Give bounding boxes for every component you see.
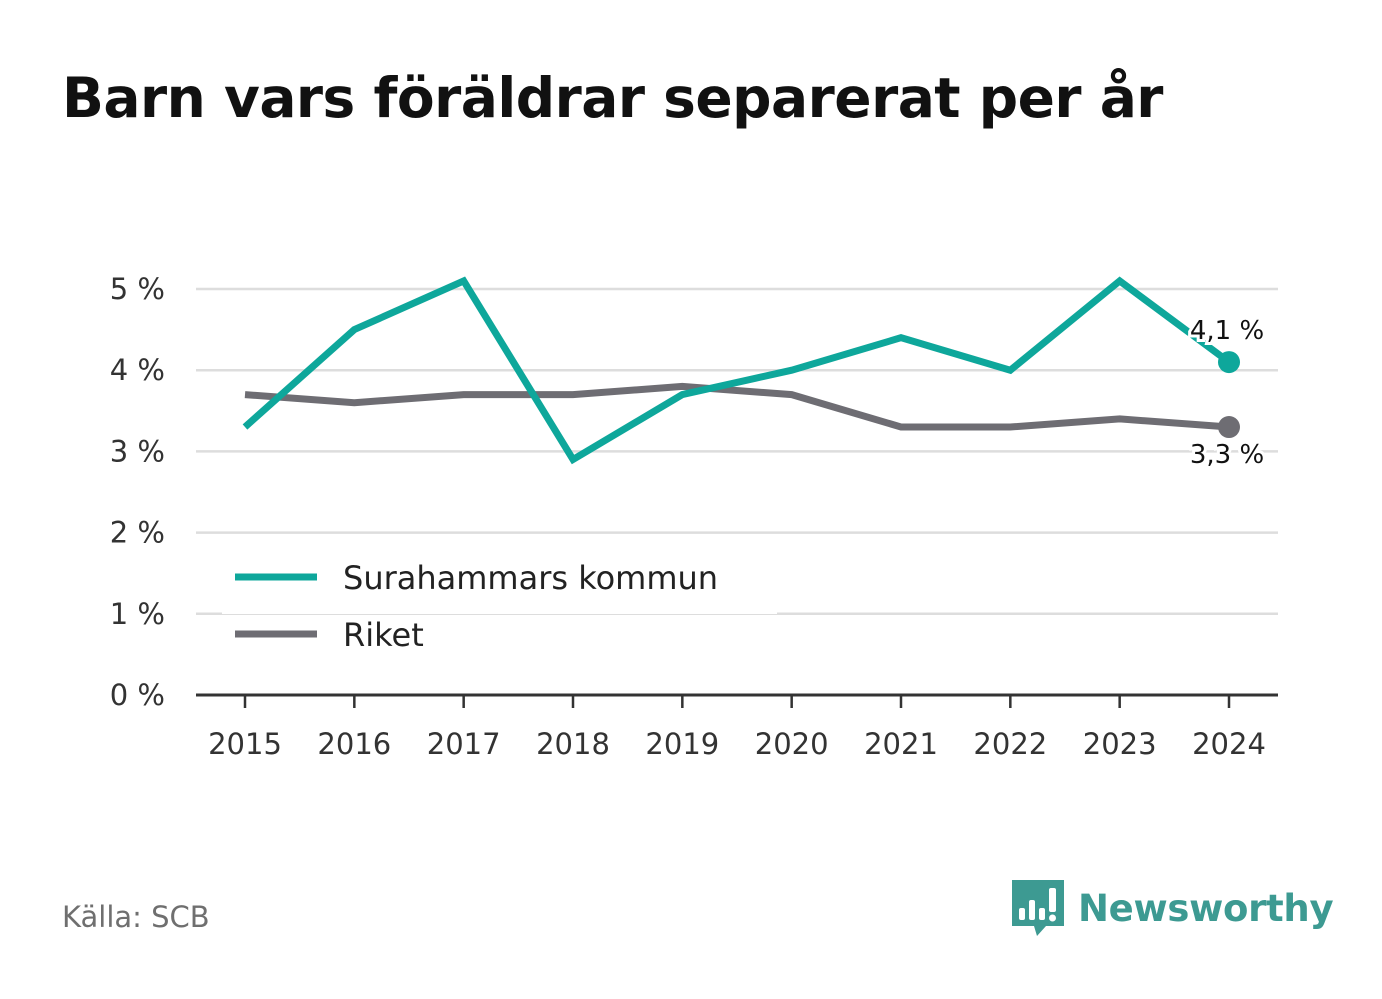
series-line-2	[244, 382, 1230, 431]
end-label-series-1: 4,1 %	[1190, 316, 1264, 346]
y-tick-label: 1 %	[110, 597, 165, 631]
end-labels: 4,1 % 3,3 %	[1187, 313, 1267, 473]
x-tick-label: 2020	[755, 727, 829, 761]
y-tick-label: 2 %	[110, 516, 165, 550]
y-tick-label: 0 %	[110, 678, 165, 712]
y-axis-ticks: 0 % 1 % 2 % 3 % 4 % 5 %	[110, 272, 165, 712]
series-end-point-1	[1218, 351, 1240, 374]
x-tick-label: 2024	[1192, 727, 1266, 761]
y-tick-label: 4 %	[110, 353, 165, 387]
source-note: Källa: SCB	[62, 900, 210, 934]
x-tick-label: 2015	[208, 727, 282, 761]
x-tick-label: 2017	[427, 727, 501, 761]
legend-label: Riket	[343, 616, 424, 654]
newsworthy-chart-bubble-icon	[1012, 880, 1064, 936]
brand-logo[interactable]: Newsworthy	[1010, 878, 1334, 938]
end-label-series-2: 3,3 %	[1190, 440, 1264, 470]
x-tick-label: 2022	[973, 727, 1047, 761]
legend-background	[222, 548, 777, 614]
chart-title: Barn vars föräldrar separerat per år	[62, 66, 1163, 130]
brand-name: Newsworthy	[1078, 886, 1334, 930]
series-line-1	[242, 276, 1232, 465]
y-tick-label: 5 %	[110, 272, 165, 306]
x-axis: 2015 2016 2017 2018 2019 2020 2021 2022 2023 2024	[196, 693, 1278, 761]
legend: Surahammars kommun Riket	[222, 548, 777, 654]
y-tick-label: 3 %	[110, 434, 165, 468]
x-tick-label: 2023	[1083, 727, 1157, 761]
legend-label: Surahammars kommun	[343, 559, 718, 597]
series-lines	[242, 276, 1240, 465]
series-end-point-2	[1218, 416, 1240, 439]
x-tick-label: 2016	[317, 727, 391, 761]
x-tick-label: 2021	[864, 727, 938, 761]
x-tick-label: 2019	[645, 727, 719, 761]
x-tick-label: 2018	[536, 727, 610, 761]
